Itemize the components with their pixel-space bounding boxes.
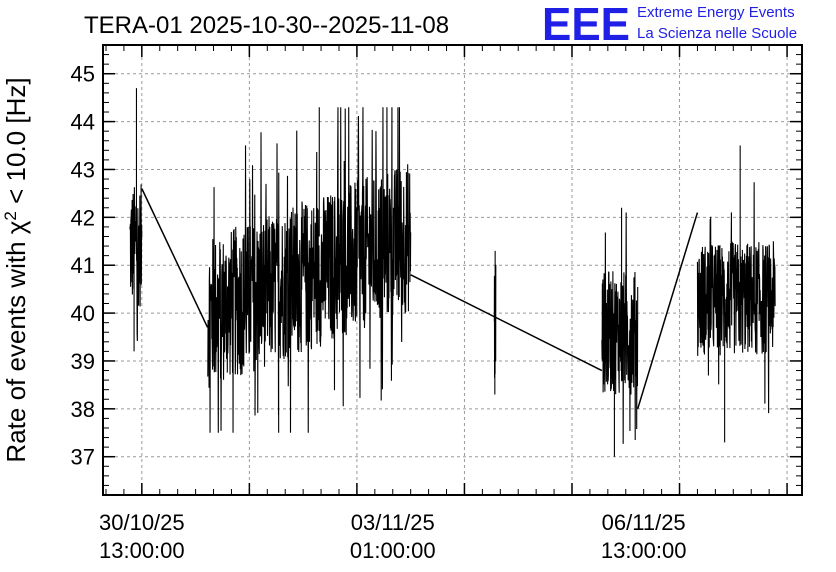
x-tick-label-time: 13:00:00	[99, 538, 185, 563]
eee-logo-line1: Extreme Energy Events	[637, 4, 795, 21]
eee-logo-mark: EEE	[542, 0, 630, 50]
grid-lines	[103, 45, 802, 495]
y-tick-label: 40	[71, 301, 95, 326]
x-tick-label-time: 13:00:00	[601, 538, 687, 563]
x-tick-label-time: 01:00:00	[350, 538, 436, 563]
chart-title: TERA-01 2025-10-30--2025-11-08	[84, 12, 449, 39]
data-segment-5	[696, 145, 776, 443]
tick-labels: 37 38 39 40 41 42 43 44 45 30/10/25 13:00:00 03/11/…	[71, 62, 687, 563]
axes	[102, 44, 803, 496]
y-tick-label: 37	[71, 445, 95, 470]
data-segment-3	[493, 250, 497, 395]
y-axis-label: Rate of events with χ2 < 10.0 [Hz]	[1, 77, 31, 462]
x-tick-label-date: 03/11/25	[351, 510, 435, 535]
eee-logo: EEE Extreme Energy Events La Scienza nel…	[542, 0, 797, 50]
y-tick-label: 39	[71, 349, 95, 374]
data-segment-4	[601, 207, 639, 457]
data-gap-connector-3	[636, 212, 699, 410]
plot-frame	[102, 44, 803, 496]
y-tick-label: 38	[71, 397, 95, 422]
data-segment-1	[129, 88, 143, 352]
x-tick-label-date: 30/10/25	[99, 510, 185, 535]
y-tick-label: 44	[71, 110, 95, 135]
eee-logo-line2: La Scienza nelle Scuole	[637, 25, 797, 42]
x-tick-label-date: 06/11/25	[602, 510, 686, 535]
y-tick-label: 41	[71, 253, 95, 278]
data-segment-2	[207, 107, 412, 433]
y-tick-label: 45	[71, 62, 95, 87]
data-gap-connector-2	[410, 274, 603, 372]
data-gap-connector-1	[141, 188, 209, 328]
y-tick-label: 42	[71, 205, 95, 230]
y-tick-label: 43	[71, 157, 95, 182]
data-series	[129, 88, 776, 457]
